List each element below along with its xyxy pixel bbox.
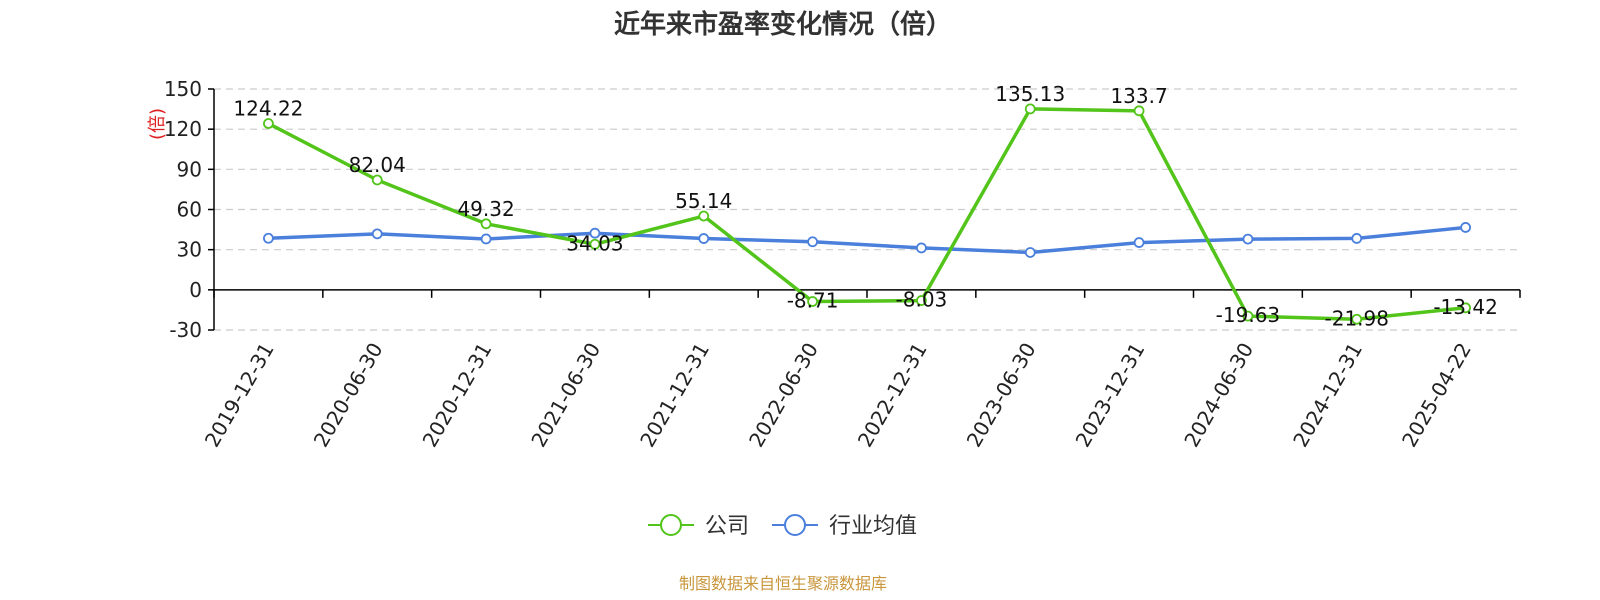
company-data-point <box>480 218 492 230</box>
industry-average-data-point <box>698 233 710 244</box>
legend: 公司 行业均值 <box>648 514 917 539</box>
y-tick-label: 30 <box>177 238 202 262</box>
x-tick-label: 2019-12-31 <box>200 339 279 452</box>
x-tick-label: 2020-12-31 <box>418 339 497 452</box>
company-data-point <box>1133 105 1145 117</box>
x-tick-label: 2023-12-31 <box>1071 339 1150 452</box>
industry-average-data-point <box>1460 222 1471 233</box>
industry-average-data-point <box>263 232 274 244</box>
industry-average-data-point <box>1133 237 1145 248</box>
data-labels: 124.22 82.04 49.32 34.03 55.14 -8.71 -8.03 135.… <box>233 82 1497 330</box>
company-data-label: 49.32 <box>457 197 514 221</box>
company-data-point <box>371 174 383 186</box>
company-data-point <box>807 296 818 307</box>
company-data-label: 133.7 <box>1110 84 1167 108</box>
y-tick-label: 0 <box>189 278 202 302</box>
legend-circle-marker <box>660 514 682 536</box>
series-lines <box>263 103 1471 325</box>
x-tick-label: 2024-12-31 <box>1288 339 1367 452</box>
company-data-label: -21.98 <box>1325 306 1389 330</box>
legend-item-company[interactable]: 公司 <box>648 514 749 539</box>
legend-item-industry-average[interactable]: 行业均值 <box>772 514 917 539</box>
industry-average-data-point <box>807 236 818 248</box>
industry-average-series-line <box>268 225 1466 255</box>
company-data-label: -19.63 <box>1216 303 1280 327</box>
source-note: 制图数据来自恒生聚源数据库 <box>679 574 887 593</box>
y-tick-label: 150 <box>164 77 202 101</box>
industry-average-data-point <box>916 242 927 254</box>
company-data-label: 34.03 <box>566 231 623 255</box>
y-tick-label: 90 <box>177 157 202 181</box>
company-data-label: -8.71 <box>787 288 839 312</box>
company-data-point <box>1460 302 1471 314</box>
x-tick-label: 2022-12-31 <box>853 339 932 452</box>
company-data-point <box>589 238 601 250</box>
y-tick-label: 60 <box>177 198 202 222</box>
industry-average-data-point <box>1242 233 1254 245</box>
x-tick-label: 2025-04-22 <box>1397 339 1476 452</box>
industry-average-data-point <box>371 228 383 240</box>
gridlines <box>214 88 1520 331</box>
legend-circle-marker <box>784 514 806 536</box>
axes: -30 0 30 60 90 120 150 2019-12-31 2020-06-30 2020… <box>164 77 1521 452</box>
company-data-point <box>263 118 274 129</box>
industry-average-data-point <box>589 227 601 239</box>
company-data-point <box>1351 313 1363 325</box>
industry-average-data-point <box>1024 247 1036 258</box>
chart-title: 近年来市盈率变化情况（倍） <box>614 9 952 40</box>
x-tick-label: 2021-06-30 <box>526 339 605 452</box>
industry-average-data-point <box>480 233 492 245</box>
industry-average-data-point <box>1351 233 1363 244</box>
company-data-label: 55.14 <box>675 189 732 213</box>
company-data-point <box>1024 103 1036 115</box>
company-data-label: 82.04 <box>349 153 406 177</box>
x-tick-label: 2024-06-30 <box>1179 339 1258 452</box>
company-data-label: 135.13 <box>995 82 1065 106</box>
x-tick-label: 2023-06-30 <box>962 339 1041 452</box>
y-tick-label: 120 <box>164 117 202 141</box>
x-tick-label: 2021-12-31 <box>635 339 714 452</box>
company-data-label: 124.22 <box>233 97 303 121</box>
company-data-point <box>916 295 927 306</box>
x-tick-label: 2022-06-30 <box>744 339 823 452</box>
company-data-point <box>1242 310 1254 322</box>
y-axis-unit-label: (倍) <box>147 108 168 140</box>
company-data-point <box>698 210 710 222</box>
legend-label: 行业均值 <box>829 514 917 539</box>
company-data-label: -13.42 <box>1433 295 1497 319</box>
legend-label: 公司 <box>705 514 749 539</box>
y-tick-label: -30 <box>169 318 202 342</box>
x-tick-label: 2020-06-30 <box>309 339 388 452</box>
company-data-label: -8.03 <box>896 288 948 312</box>
company-series-line <box>267 107 1466 322</box>
